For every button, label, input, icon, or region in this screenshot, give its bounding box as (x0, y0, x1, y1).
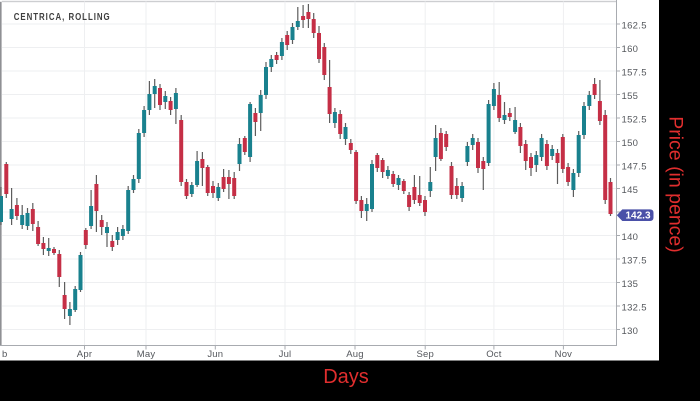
svg-text:Oct: Oct (486, 349, 502, 360)
svg-text:Aug: Aug (346, 349, 364, 360)
svg-text:152.5: 152.5 (622, 115, 647, 126)
svg-text:b: b (2, 349, 7, 360)
svg-text:160: 160 (622, 44, 639, 55)
svg-text:145: 145 (622, 185, 639, 196)
svg-text:157.5: 157.5 (622, 68, 647, 79)
svg-text:130: 130 (622, 326, 639, 337)
svg-text:Jun: Jun (207, 349, 223, 360)
svg-text:142.3: 142.3 (625, 211, 650, 222)
svg-text:Price (in pence): Price (in pence) (665, 116, 687, 253)
svg-text:CENTRICA, ROLLING: CENTRICA, ROLLING (14, 11, 111, 22)
svg-text:Nov: Nov (555, 349, 573, 360)
svg-text:162.5: 162.5 (622, 21, 647, 32)
svg-text:Jul: Jul (279, 349, 292, 360)
svg-text:147.5: 147.5 (622, 162, 647, 173)
svg-text:137.5: 137.5 (622, 256, 647, 267)
svg-text:Days: Days (323, 366, 369, 388)
svg-text:155: 155 (622, 91, 639, 102)
svg-text:May: May (137, 349, 156, 360)
svg-text:150: 150 (622, 138, 639, 149)
svg-text:135: 135 (622, 279, 639, 290)
svg-text:Sep: Sep (416, 349, 434, 360)
svg-text:132.5: 132.5 (622, 303, 647, 314)
svg-text:Apr: Apr (77, 349, 92, 360)
svg-text:140: 140 (622, 232, 639, 243)
